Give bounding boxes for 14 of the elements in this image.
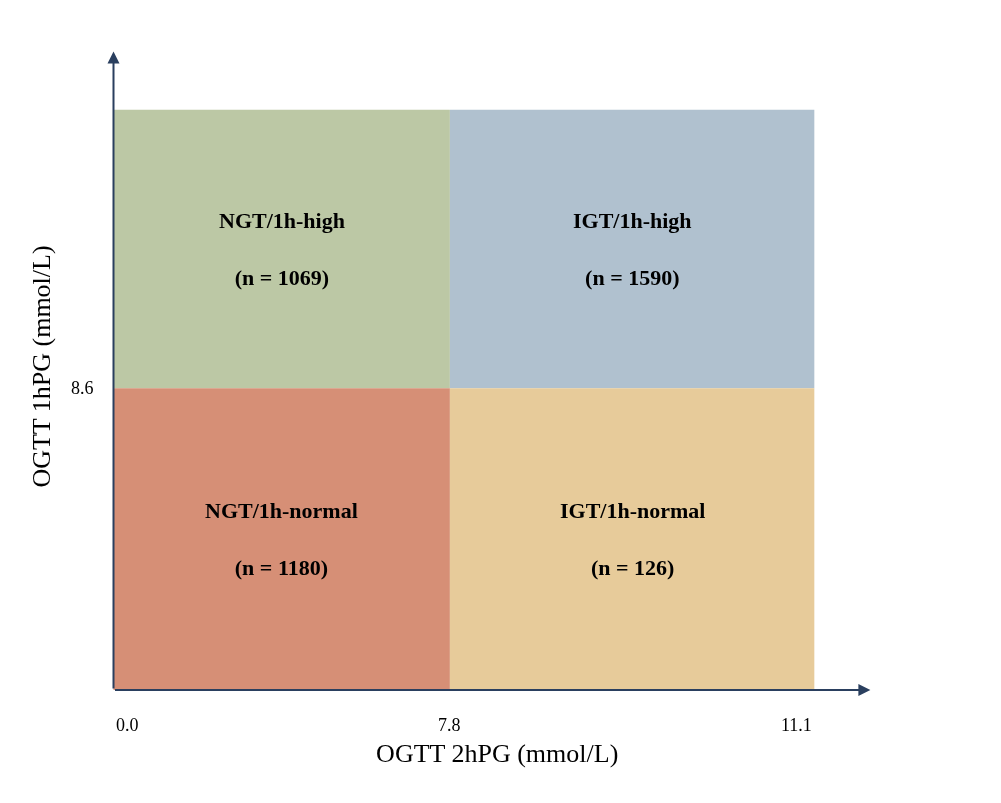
category-label: IGT/1h-high: [573, 208, 692, 233]
text: OGTT 2hPG (mmol/L): [376, 738, 619, 768]
data-label: (n = 1590): [585, 265, 680, 291]
text: 11.1: [781, 715, 812, 735]
category-label: NGT/1h-normal: [205, 498, 358, 523]
category-label: IGT/1h-normal: [560, 498, 706, 523]
text: 8.6: [71, 378, 94, 398]
text: 7.8: [438, 715, 461, 735]
text: 0.0: [116, 715, 139, 735]
data-label: (n = 1069): [234, 265, 330, 291]
category-label: NGT/1h-high: [219, 208, 345, 233]
data-label: (n = 1180): [234, 555, 329, 581]
data-label: (n = 126): [591, 555, 675, 581]
text: OGTT 1hPG (mmol/L): [27, 245, 57, 488]
